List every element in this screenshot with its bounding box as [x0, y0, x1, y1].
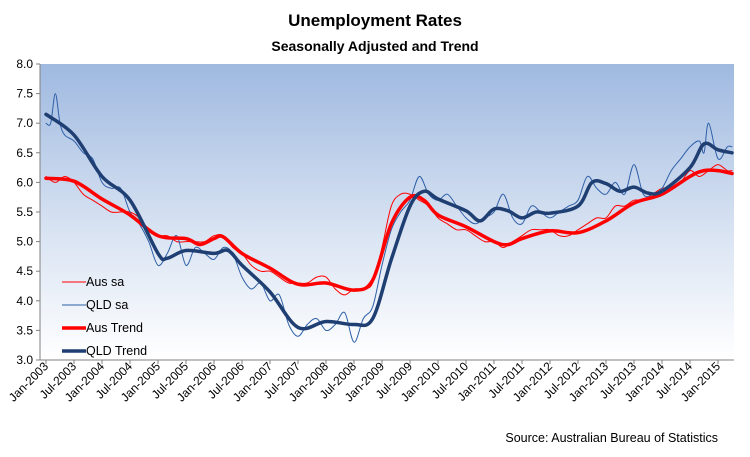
legend-label-aus-trend: Aus Trend: [86, 321, 143, 335]
legend: Aus sa QLD sa Aus Trend QLD Trend: [62, 275, 147, 358]
chart-title: Unemployment Rates: [288, 11, 462, 30]
y-tick-label: 3.5: [16, 323, 33, 337]
chart-subtitle: Seasonally Adjusted and Trend: [271, 38, 478, 54]
y-axis: 3.0 3.5 4.0 4.5 5.0 5.5 6.0 6.5 7.0 7.5 8.0: [16, 57, 41, 367]
legend-label-qld-sa: QLD sa: [86, 298, 128, 312]
y-tick-label: 4.5: [16, 264, 33, 278]
y-tick-label: 5.5: [16, 205, 33, 219]
x-axis: Jan-2003Jul-2003Jan-2004Jul-2004Jan-2005…: [6, 359, 734, 405]
source-note: Source: Australian Bureau of Statistics: [505, 431, 718, 445]
y-tick-label: 3.0: [16, 353, 33, 367]
y-tick-label: 4.0: [16, 294, 33, 308]
y-tick-label: 7.0: [16, 116, 33, 130]
y-tick-label: 6.0: [16, 175, 33, 189]
plot-area: [40, 64, 734, 360]
series-line-aus-trend: [44, 168, 734, 292]
y-tick-label: 8.0: [16, 57, 33, 71]
series-line-qld-sa: [45, 93, 733, 343]
legend-label-aus-sa: Aus sa: [86, 275, 124, 289]
y-tick-label: 6.5: [16, 146, 33, 160]
series-layer: [44, 93, 734, 343]
y-tick-label: 5.0: [16, 235, 33, 249]
legend-label-qld-trend: QLD Trend: [86, 344, 147, 358]
series-line-qld-trend: [44, 112, 734, 331]
y-tick-label: 7.5: [16, 87, 33, 101]
